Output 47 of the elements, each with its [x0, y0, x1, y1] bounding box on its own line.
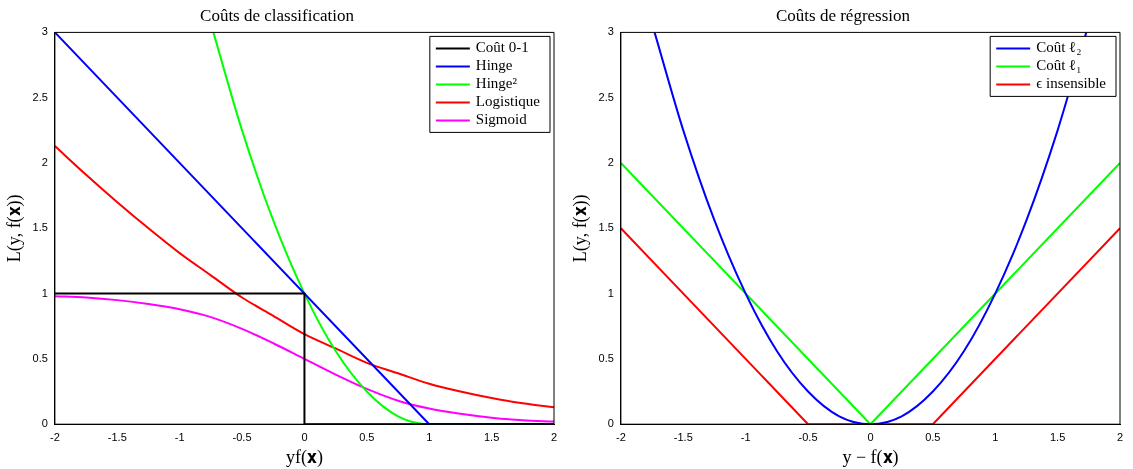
x-tick-label: 2 [1116, 430, 1124, 443]
legend-label: Hinge [475, 57, 513, 74]
y-tick-label: 2 [607, 156, 614, 169]
y-tick-label: 1 [607, 286, 614, 299]
x-tick-label: 0 [867, 430, 874, 443]
x-tick-label: -2 [50, 430, 60, 443]
x-tick-label: 0.5 [359, 430, 375, 443]
chart-title: Coûts de régression [775, 5, 911, 25]
y-tick-label: 2.5 [32, 90, 48, 103]
y-tick-label: 0.5 [598, 351, 614, 364]
y-tick-label: 2.5 [598, 90, 614, 103]
y-tick-label: 1 [41, 286, 48, 299]
legend-label: Coût ℓ₂ [1036, 39, 1082, 56]
y-tick-label: 2 [41, 156, 48, 169]
x-tick-label: -0.5 [798, 430, 818, 443]
x-tick-label: 1.5 [1049, 430, 1066, 443]
x-tick-label: -1.5 [107, 430, 127, 443]
y-tick-label: 3 [607, 25, 614, 38]
x-tick-label: 0.5 [925, 430, 941, 443]
line-series [54, 145, 554, 409]
x-tick-label: -2 [616, 430, 626, 443]
x-tick-label: -1 [174, 430, 185, 443]
y-tick-label: 3 [41, 25, 48, 38]
legend-label: Hinge² [475, 75, 518, 92]
x-tick-label: 2 [550, 430, 558, 443]
x-axis-title: y − f(𝐱) [842, 446, 899, 468]
x-tick-label: 1 [426, 430, 433, 443]
x-tick-label: 1.5 [483, 430, 500, 443]
chart-title: Coûts de classification [200, 5, 355, 25]
legend-label: Coût 0-1 [475, 39, 529, 56]
y-tick-label: 0.5 [32, 351, 48, 364]
legend-label: Logistique [475, 93, 541, 110]
y-tick-label: 1.5 [598, 221, 614, 234]
legend-label: Coût ℓ₁ [1036, 57, 1082, 74]
x-tick-label: -0.5 [232, 430, 252, 443]
y-tick-label: 1.5 [32, 221, 48, 234]
x-axis-title: yf(𝐱) [285, 446, 323, 468]
legend-label: Sigmoid [475, 111, 528, 128]
y-axis-title: L(y, f(𝐱)) [3, 194, 25, 263]
legend-label: ϵ insensible [1036, 75, 1107, 92]
y-tick-label: 0 [607, 417, 614, 430]
x-tick-label: 1 [992, 430, 999, 443]
x-tick-label: -1 [740, 430, 751, 443]
y-tick-label: 0 [41, 417, 48, 430]
x-tick-label: 0 [301, 430, 308, 443]
y-axis-title: L(y, f(𝐱)) [569, 194, 591, 263]
x-tick-label: -1.5 [673, 430, 693, 443]
